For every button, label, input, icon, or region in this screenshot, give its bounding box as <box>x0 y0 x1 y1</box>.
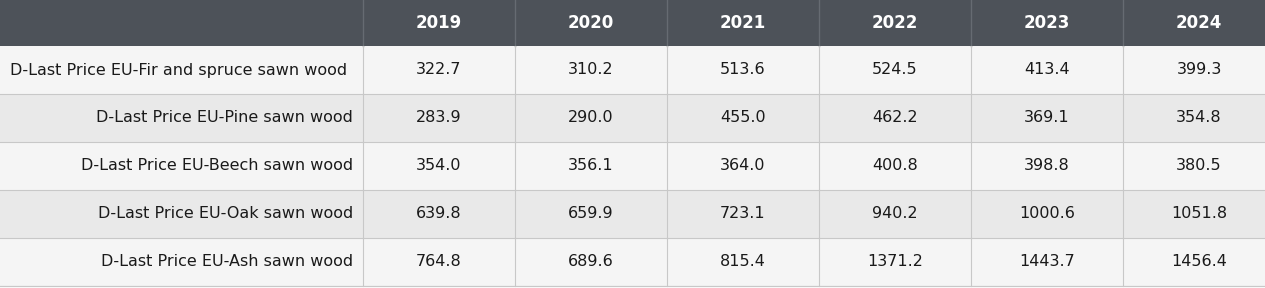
Text: 513.6: 513.6 <box>720 62 765 77</box>
Text: 1371.2: 1371.2 <box>867 255 923 270</box>
Bar <box>818 0 972 46</box>
Text: D-Last Price EU-Fir and spruce sawn wood: D-Last Price EU-Fir and spruce sawn wood <box>10 62 347 77</box>
Text: 689.6: 689.6 <box>568 255 614 270</box>
Text: 2021: 2021 <box>720 14 767 32</box>
Text: 1456.4: 1456.4 <box>1171 255 1227 270</box>
Text: 639.8: 639.8 <box>416 206 462 221</box>
Text: 940.2: 940.2 <box>872 206 918 221</box>
Text: D-Last Price EU-Oak sawn wood: D-Last Price EU-Oak sawn wood <box>97 206 353 221</box>
Text: 283.9: 283.9 <box>416 111 462 126</box>
Text: 2019: 2019 <box>416 14 462 32</box>
Bar <box>972 0 1123 46</box>
Text: 659.9: 659.9 <box>568 206 614 221</box>
Text: 380.5: 380.5 <box>1176 158 1222 173</box>
Bar <box>0 46 1265 94</box>
Text: 764.8: 764.8 <box>416 255 462 270</box>
Text: 2023: 2023 <box>1023 14 1070 32</box>
Text: D-Last Price EU-Pine sawn wood: D-Last Price EU-Pine sawn wood <box>96 111 353 126</box>
Text: 524.5: 524.5 <box>872 62 918 77</box>
Text: 322.7: 322.7 <box>416 62 462 77</box>
Text: D-Last Price EU-Ash sawn wood: D-Last Price EU-Ash sawn wood <box>101 255 353 270</box>
Text: 290.0: 290.0 <box>568 111 614 126</box>
Text: 723.1: 723.1 <box>720 206 765 221</box>
Text: 455.0: 455.0 <box>720 111 765 126</box>
Text: 400.8: 400.8 <box>872 158 918 173</box>
Text: 2022: 2022 <box>872 14 918 32</box>
Text: 2020: 2020 <box>568 14 614 32</box>
Text: 815.4: 815.4 <box>720 255 765 270</box>
Bar <box>0 94 1265 142</box>
Bar <box>0 190 1265 238</box>
Bar <box>363 0 515 46</box>
Text: 1000.6: 1000.6 <box>1020 206 1075 221</box>
Bar <box>667 0 818 46</box>
Text: 1051.8: 1051.8 <box>1171 206 1227 221</box>
Text: 364.0: 364.0 <box>720 158 765 173</box>
Text: 310.2: 310.2 <box>568 62 614 77</box>
Bar <box>515 0 667 46</box>
Text: D-Last Price EU-Beech sawn wood: D-Last Price EU-Beech sawn wood <box>81 158 353 173</box>
Text: 413.4: 413.4 <box>1025 62 1070 77</box>
Bar <box>0 0 363 46</box>
Bar <box>0 238 1265 286</box>
Text: 462.2: 462.2 <box>872 111 918 126</box>
Text: 2024: 2024 <box>1175 14 1222 32</box>
Text: 369.1: 369.1 <box>1025 111 1070 126</box>
Text: 399.3: 399.3 <box>1176 62 1222 77</box>
Bar <box>1123 0 1265 46</box>
Text: 354.0: 354.0 <box>416 158 462 173</box>
Text: 1443.7: 1443.7 <box>1020 255 1075 270</box>
Text: 356.1: 356.1 <box>568 158 614 173</box>
Text: 354.8: 354.8 <box>1176 111 1222 126</box>
Bar <box>0 142 1265 190</box>
Text: 398.8: 398.8 <box>1025 158 1070 173</box>
